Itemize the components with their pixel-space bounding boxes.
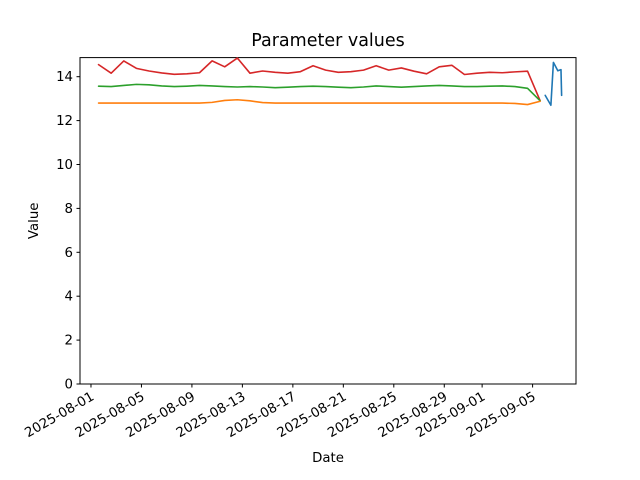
y-tick-label: 8: [65, 202, 73, 217]
green-series-line: [97, 83, 541, 102]
x-axis-title: Date: [312, 451, 344, 466]
plot-series: [97, 57, 563, 107]
y-axis-title: Value: [27, 203, 42, 240]
y-tick-label: 0: [65, 378, 73, 393]
red-series-line: [97, 57, 541, 102]
chart-title: Parameter values: [251, 31, 405, 51]
y-tick-label: 10: [56, 158, 73, 173]
x-axis: 2025-08-012025-08-052025-08-092025-08-13…: [23, 384, 539, 441]
plot-border: [79, 57, 577, 385]
y-tick-label: 4: [65, 290, 73, 305]
y-tick-label: 6: [65, 246, 73, 261]
blue-series-line: [544, 61, 563, 107]
y-tick-label: 12: [56, 114, 73, 129]
y-tick-label: 2: [65, 334, 73, 349]
y-tick-label: 14: [56, 70, 73, 85]
orange-series-line: [97, 98, 541, 106]
y-axis: 0 2 4 6 8 10 12 14: [56, 70, 80, 393]
